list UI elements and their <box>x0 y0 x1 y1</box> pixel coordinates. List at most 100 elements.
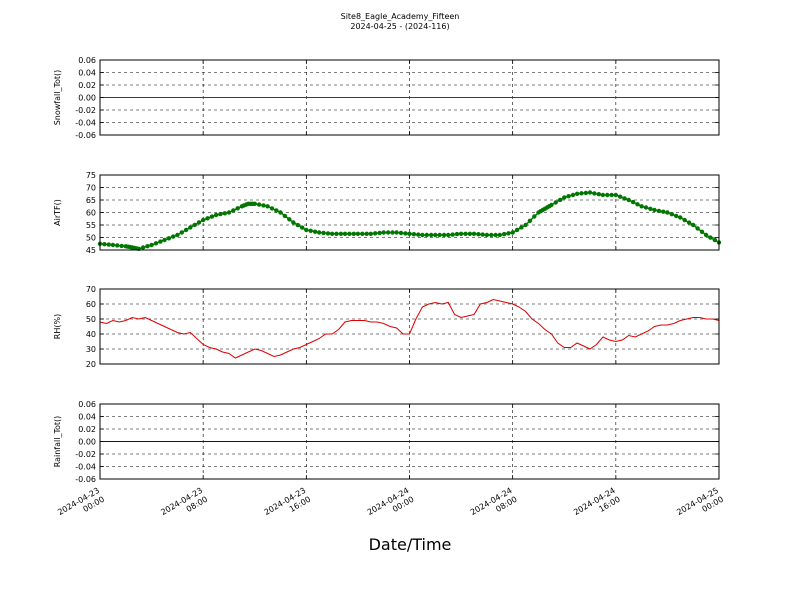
y-tick-label: 0.06 <box>78 400 96 409</box>
y-tick-label: 50 <box>86 315 96 324</box>
data-point <box>295 222 300 228</box>
data-point <box>450 232 455 237</box>
data-point <box>110 242 116 248</box>
data-point <box>549 202 554 208</box>
y-tick-label: 30 <box>86 345 96 354</box>
y-axis-label: AirTF() <box>53 199 62 226</box>
data-point <box>648 206 653 211</box>
data-point <box>712 237 718 243</box>
data-point <box>201 217 206 223</box>
x-tick-label: 2024-04-2316:00 <box>263 486 313 526</box>
y-tick-label: 65 <box>86 196 96 205</box>
data-point <box>179 230 184 235</box>
data-point <box>562 195 567 200</box>
data-point <box>613 192 618 198</box>
data-point <box>347 231 352 236</box>
data-point <box>368 231 373 236</box>
data-point <box>429 232 434 238</box>
data-point <box>364 231 369 236</box>
data-point <box>570 192 576 198</box>
data-point <box>506 231 511 236</box>
y-tick-label: 70 <box>86 285 96 294</box>
data-point <box>119 243 124 249</box>
y-tick-label: 60 <box>86 209 96 218</box>
data-point <box>674 213 679 219</box>
data-point <box>351 231 356 236</box>
data-point <box>446 232 451 238</box>
y-axis-label: Snowfall_Tot() <box>53 70 62 126</box>
data-point <box>630 199 636 205</box>
panel-2: 45 50 55 60 65 70 75 AirTF() <box>53 171 722 255</box>
data-point <box>226 210 232 215</box>
data-point <box>291 220 296 225</box>
data-point <box>269 206 275 211</box>
data-point <box>231 208 236 213</box>
data-point <box>317 230 322 235</box>
data-point <box>385 230 391 235</box>
data-point <box>497 232 502 238</box>
data-point <box>325 231 331 236</box>
data-point <box>390 230 395 235</box>
data-point <box>398 230 404 236</box>
data-point <box>424 232 429 238</box>
figure-title-line1: Site8_Eagle_Academy_Fifteen <box>341 12 460 21</box>
y-tick-label: -0.04 <box>75 119 96 128</box>
y-tick-label: -0.02 <box>75 450 96 459</box>
y-tick-label: 50 <box>86 234 96 243</box>
data-point <box>360 231 365 236</box>
data-point <box>274 208 279 213</box>
data-point <box>476 232 481 237</box>
data-point <box>665 210 670 215</box>
y-tick-label: 75 <box>86 171 96 180</box>
y-tick-label: 0.04 <box>78 69 96 78</box>
data-point <box>652 207 657 213</box>
data-point <box>188 225 193 230</box>
data-point <box>587 190 593 195</box>
data-point <box>261 203 266 208</box>
data-point <box>639 204 644 209</box>
data-point <box>115 243 120 248</box>
data-point <box>287 217 292 222</box>
data-point <box>454 231 460 237</box>
data-point <box>523 222 528 228</box>
data-point <box>106 242 112 247</box>
data-point <box>605 192 610 198</box>
data-point <box>691 222 696 228</box>
data-point <box>209 214 215 219</box>
y-tick-label: 40 <box>86 330 96 339</box>
data-point <box>493 232 498 238</box>
data-point <box>553 200 558 205</box>
data-point <box>678 215 683 220</box>
data-point <box>235 206 240 211</box>
data-point <box>463 231 468 236</box>
series-line <box>99 298 720 359</box>
data-point <box>394 230 399 235</box>
y-tick-label: -0.06 <box>75 475 96 484</box>
data-point <box>596 192 601 197</box>
data-point <box>222 211 227 216</box>
panel-1: -0.06 -0.04 -0.02 0.00 0.02 0.04 0.06 Snowfall_… <box>53 56 720 140</box>
data-point <box>441 232 447 238</box>
data-point <box>158 239 163 244</box>
y-axis-label: Rainfall_Tot() <box>53 416 62 468</box>
data-point <box>403 231 408 236</box>
data-point <box>162 237 167 243</box>
y-tick-label: 0.02 <box>78 81 96 90</box>
y-axis-label: RH(%) <box>53 314 62 339</box>
data-point <box>622 196 627 201</box>
y-tick-label: 20 <box>86 360 96 369</box>
data-point <box>342 231 348 236</box>
data-point <box>480 232 485 237</box>
x-tick-label: 2024-04-2408:00 <box>469 486 519 526</box>
x-tick-label: 2024-04-2500:00 <box>675 486 725 526</box>
data-point <box>300 225 305 230</box>
data-point <box>411 232 417 237</box>
data-point <box>557 197 563 203</box>
y-tick-label: 70 <box>86 184 96 193</box>
data-point <box>532 214 537 219</box>
data-point <box>471 231 477 236</box>
panel-3: 20 30 40 50 60 70 RH(%) <box>53 285 720 369</box>
data-point <box>467 231 473 236</box>
data-point <box>338 231 344 236</box>
data-point <box>514 227 520 233</box>
